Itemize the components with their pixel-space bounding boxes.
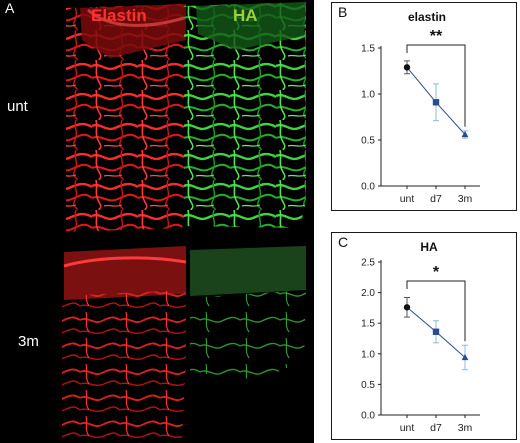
x-tick-label: d7 — [430, 422, 442, 434]
y-tick-label: 0.0 — [361, 411, 375, 422]
y-tick-label: 1.0 — [361, 349, 375, 360]
data-point-triangle — [461, 130, 469, 138]
significance-bracket — [406, 280, 466, 342]
ha-unt-section — [184, 2, 306, 228]
panel-b-label: B — [338, 4, 348, 20]
row-label-3m: 3m — [18, 333, 39, 350]
panel-b-chart: elastin 0.0 0.5 1.0 1.5 unt d7 3m ** — [331, 2, 517, 211]
row-label-unt: unt — [7, 98, 28, 115]
ha-stain-title: HA — [233, 6, 258, 25]
x-tick-label: unt — [400, 193, 415, 205]
y-tick-label: 1.0 — [361, 90, 375, 101]
panel-a-micrographs: A Elastin HA unt 3m — [0, 0, 314, 443]
data-point-circle — [403, 64, 411, 71]
panel-c-label: C — [338, 234, 349, 250]
panel-a-label: A — [5, 0, 15, 16]
micrograph-image — [62, 2, 306, 440]
elastin-stain-title: Elastin — [91, 6, 147, 25]
x-tick-label: d7 — [430, 193, 442, 205]
y-tick-label: 0.5 — [361, 380, 375, 391]
y-tick-label: 0.5 — [361, 136, 375, 147]
data-point-square — [432, 328, 440, 335]
elastin-unt-section — [66, 4, 188, 232]
chart-title: HA — [420, 240, 438, 254]
x-tick-label: unt — [400, 422, 415, 434]
y-tick-label: 1.5 — [361, 44, 375, 55]
panel-c-chart: HA 0.0 0.5 1.0 1.5 2.0 2.5 unt d7 3m * — [331, 232, 517, 440]
y-tick-label: 0.0 — [361, 182, 375, 193]
data-point-circle — [403, 304, 411, 311]
x-tick-label: 3m — [458, 193, 473, 205]
elastin-chart-svg: elastin 0.0 0.5 1.0 1.5 unt d7 3m ** — [361, 10, 480, 205]
significance-bracket — [406, 44, 466, 127]
significance-label: * — [433, 264, 440, 281]
chart-title: elastin — [408, 10, 446, 24]
y-tick-label: 2.0 — [361, 288, 375, 299]
x-tick-label: 3m — [458, 422, 473, 434]
y-tick-label: 1.5 — [361, 319, 375, 330]
y-tick-label: 2.5 — [361, 258, 375, 269]
data-point-triangle — [461, 353, 469, 361]
elastin-3m-section — [62, 246, 187, 440]
data-point-square — [432, 99, 440, 106]
significance-label: ** — [430, 28, 443, 45]
ha-3m-section — [190, 246, 306, 380]
ha-chart-svg: HA 0.0 0.5 1.0 1.5 2.0 2.5 unt d7 3m * — [361, 240, 480, 434]
